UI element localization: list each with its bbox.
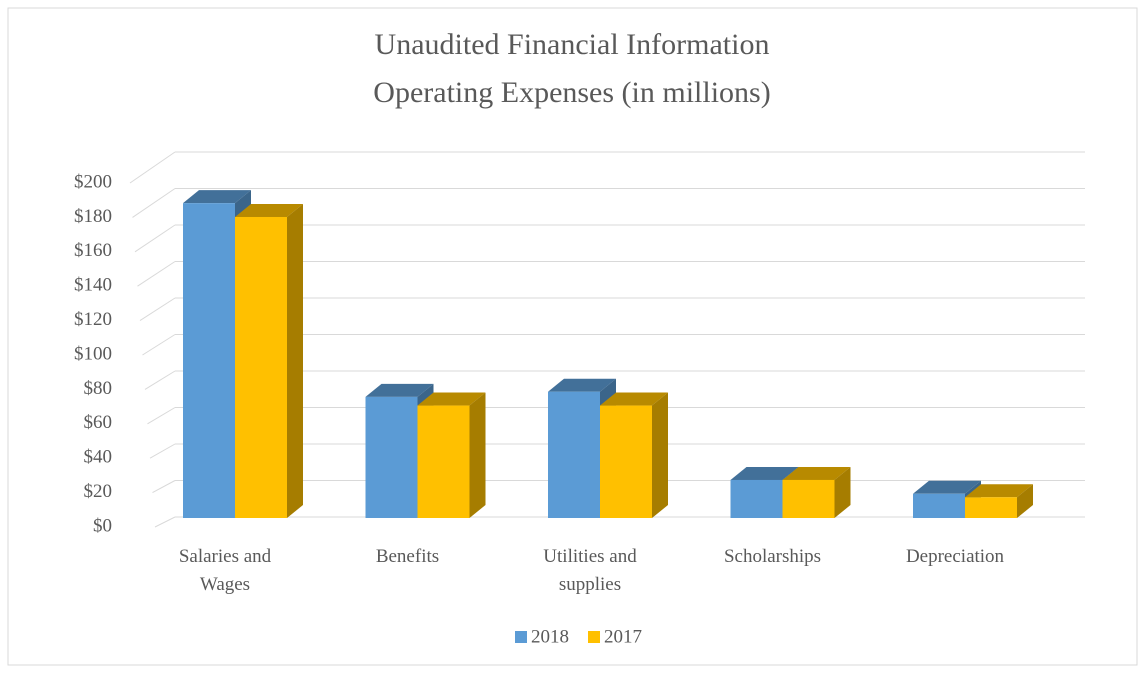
grid-line [132, 188, 176, 218]
grid-line [147, 407, 176, 425]
grid-line [134, 224, 176, 253]
bar-top [183, 190, 251, 204]
bar-top [365, 383, 434, 397]
grid-line [142, 334, 176, 356]
bar-side [652, 392, 668, 518]
bar [913, 493, 965, 518]
grid-line [152, 480, 176, 494]
bar-side [287, 203, 303, 519]
bar [183, 203, 235, 518]
legend-label: 2017 [604, 626, 642, 647]
y-tick-label: $40 [84, 447, 113, 468]
bar-top [600, 392, 668, 406]
legend-swatch [588, 631, 600, 643]
bar-top [913, 480, 981, 494]
bar-top [548, 378, 616, 392]
x-tick-label: Scholarships [723, 546, 822, 567]
y-tick-label: $140 [74, 275, 112, 296]
x-tick-label: Salaries and Wages [178, 546, 272, 595]
grid-line [129, 151, 176, 184]
y-tick-label: $60 [84, 412, 113, 433]
bar [730, 479, 783, 518]
y-tick-label: $180 [74, 206, 112, 227]
x-tick-label: Benefits [375, 546, 440, 567]
y-tick-label: $200 [74, 171, 112, 192]
grid-line [144, 370, 176, 390]
bar-top [417, 392, 486, 406]
bar-top [965, 484, 1033, 498]
chart-title: Unaudited Financial Information [375, 28, 770, 61]
bar [600, 405, 652, 518]
x-tick-label: Utilities and supplies [543, 546, 637, 595]
bar-side [834, 466, 851, 518]
bar-top [235, 203, 303, 217]
chart-subtitle: Operating Expenses (in millions) [373, 76, 770, 109]
bar [548, 391, 600, 518]
y-tick-label: $0 [93, 515, 112, 536]
bar [417, 405, 470, 518]
grid-line [149, 443, 176, 459]
grid-line [137, 261, 176, 287]
legend-label: 2018 [531, 626, 569, 647]
y-tick-label: $160 [74, 240, 112, 261]
bar-side [1017, 484, 1033, 518]
y-tick-label: $100 [74, 343, 112, 364]
legend-swatch [515, 631, 527, 643]
bar-side [469, 392, 486, 518]
grid-line [139, 297, 176, 322]
y-tick-label: $80 [84, 378, 113, 399]
bar [365, 396, 418, 518]
bar [235, 216, 287, 519]
x-tick-label: Depreciation [905, 546, 1005, 567]
bar [965, 497, 1017, 518]
grid-line [154, 516, 176, 528]
y-tick-label: $120 [74, 309, 112, 330]
bar-top [782, 466, 851, 480]
bar [782, 479, 835, 518]
bar-top [730, 466, 799, 480]
y-tick-label: $20 [84, 481, 113, 502]
